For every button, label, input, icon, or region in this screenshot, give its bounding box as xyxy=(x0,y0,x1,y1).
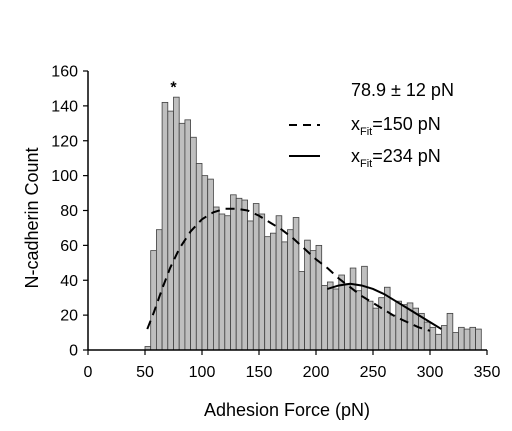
histogram-bar xyxy=(469,326,476,351)
histogram-bar xyxy=(178,122,186,351)
histogram-bar xyxy=(161,101,169,351)
histogram-bar xyxy=(332,288,340,351)
histogram-bar xyxy=(304,239,311,351)
labels-layer: 0 20 40 60 80 100 120 140 160 0 50 100 150 200 250 300 3… xyxy=(51,64,500,382)
x-tick-label: 50 xyxy=(136,364,154,381)
x-tick-label: 0 xyxy=(84,364,93,381)
histogram-bar xyxy=(201,175,209,351)
histogram-bar xyxy=(475,328,482,351)
histogram-bar xyxy=(366,300,374,351)
histogram-bar xyxy=(241,199,248,351)
y-tick-label: 60 xyxy=(60,238,78,255)
histogram-bar xyxy=(173,96,180,351)
histogram-bar xyxy=(298,271,305,351)
histogram-bar xyxy=(463,328,471,351)
histogram-bar xyxy=(326,281,334,351)
histogram-bar xyxy=(224,215,231,351)
histogram-bar xyxy=(230,194,237,351)
x-tick-label: 300 xyxy=(417,364,444,381)
histogram-bar xyxy=(361,265,368,351)
histogram-bar xyxy=(423,321,431,351)
histogram-bar xyxy=(264,236,271,351)
x-tick-label: 350 xyxy=(474,364,501,381)
histogram-bar xyxy=(440,325,448,351)
x-tick-label: 200 xyxy=(303,364,330,381)
legend: 78.9 ± 12 pN xFit=150 pN xFit=234 pN xyxy=(289,80,454,170)
x-tick-label: 250 xyxy=(360,364,387,381)
x-axis-title: Adhesion Force (pN) xyxy=(204,400,370,420)
histogram-bar xyxy=(275,215,283,351)
histogram-bar xyxy=(429,326,437,351)
fit-curve-dashed xyxy=(146,207,431,332)
histogram-bar xyxy=(281,241,288,351)
y-tick-label: 160 xyxy=(51,64,78,81)
histogram-bar xyxy=(401,304,408,351)
histogram-bar xyxy=(195,163,203,351)
histogram-bar xyxy=(344,283,351,351)
histogram-bar xyxy=(446,312,454,351)
fit-curves-layer xyxy=(146,207,442,332)
histogram-bar xyxy=(452,332,459,351)
histogram-bar xyxy=(355,290,362,351)
histogram-bar xyxy=(190,136,197,351)
y-tick-label: 100 xyxy=(51,168,78,185)
histogram-bar xyxy=(155,229,163,351)
histogram-bar xyxy=(321,285,328,351)
legend-entry-2: xFit=234 pN xyxy=(351,146,441,170)
histogram-bar xyxy=(167,110,174,351)
y-tick-label: 20 xyxy=(60,308,78,325)
axes-layer xyxy=(83,70,488,355)
y-tick-label: 80 xyxy=(60,203,78,220)
histogram-bar xyxy=(292,217,300,351)
histogram-bar xyxy=(435,333,442,351)
histogram-bar xyxy=(212,206,220,351)
histogram-bar xyxy=(184,119,191,351)
histogram-bar xyxy=(252,203,260,351)
histogram-bar xyxy=(349,267,357,351)
legend-entry-1: xFit=150 pN xyxy=(351,114,441,138)
histogram-bar xyxy=(395,300,402,351)
y-axis-title: N-cadherin Count xyxy=(22,147,42,288)
legend-header: 78.9 ± 12 pN xyxy=(351,80,454,100)
histogram-bar xyxy=(235,197,243,351)
histogram-bar xyxy=(287,229,294,351)
fit-curve-solid xyxy=(327,282,442,330)
histogram-bar xyxy=(458,326,465,351)
histogram-bar xyxy=(309,250,317,351)
y-tick-label: 140 xyxy=(51,98,78,115)
y-tick-label: 120 xyxy=(51,133,78,150)
y-tick-label: 0 xyxy=(69,343,78,360)
histogram-bar xyxy=(378,297,385,351)
histogram-bar xyxy=(258,213,266,351)
x-tick-label: 100 xyxy=(189,364,216,381)
histogram-bar xyxy=(150,250,157,351)
histogram-bar xyxy=(269,232,277,351)
histogram-bar xyxy=(247,220,254,351)
histogram-bar xyxy=(207,178,214,351)
histogram-bar xyxy=(372,307,380,351)
histogram-bar xyxy=(218,213,226,351)
bars-layer xyxy=(144,96,482,351)
significance-asterisk: * xyxy=(170,79,177,96)
y-tick-label: 40 xyxy=(60,273,78,290)
histogram-bar xyxy=(389,314,397,351)
x-tick-label: 150 xyxy=(246,364,273,381)
